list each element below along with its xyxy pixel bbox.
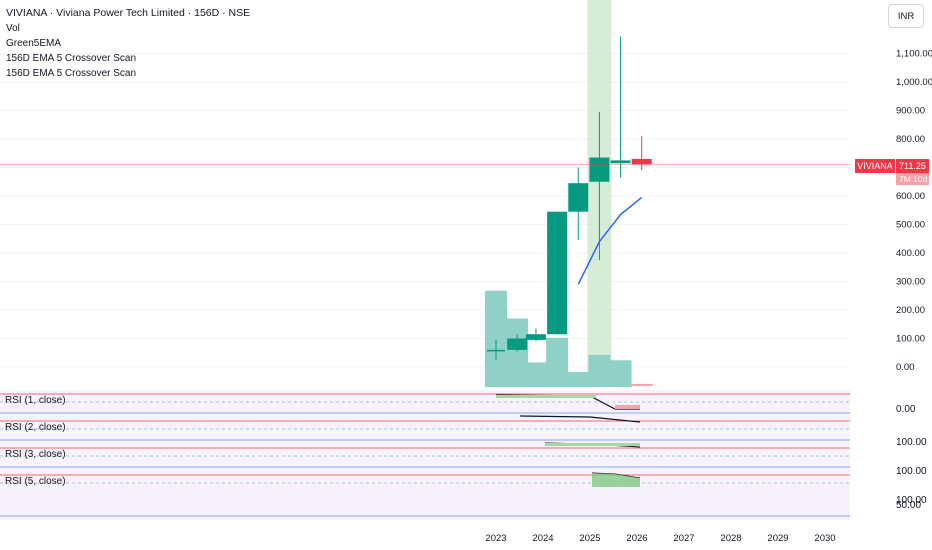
candle-body bbox=[525, 334, 546, 340]
candle-body bbox=[487, 349, 505, 352]
rsi-5-label[interactable]: RSI (5, close) bbox=[5, 476, 66, 487]
rsi-5-fill bbox=[592, 473, 640, 487]
price-axis-tick: 100.00 bbox=[896, 334, 925, 345]
rsi-1-fill bbox=[496, 395, 596, 398]
candle-body bbox=[507, 338, 528, 350]
rsi-2-label[interactable]: RSI (2, close) bbox=[5, 422, 66, 433]
price-axis-tick: 400.00 bbox=[896, 248, 925, 259]
volume-series bbox=[485, 290, 653, 387]
candle-body bbox=[610, 160, 631, 164]
last-price-tag: 711.25 bbox=[896, 159, 929, 173]
rsi-1-label[interactable]: RSI (1, close) bbox=[5, 395, 66, 406]
symbol-price-tag: VIVIANA bbox=[855, 159, 895, 173]
price-axis-tick: 600.00 bbox=[896, 191, 925, 202]
indicator-ema-scan-1[interactable]: 156D EMA 5 Crossover Scan bbox=[6, 53, 137, 64]
rsi-pane-bg bbox=[0, 444, 850, 471]
time-axis-tick: 2029 bbox=[767, 533, 788, 544]
currency-button[interactable]: INR bbox=[888, 4, 924, 28]
price-axis-tick: 1,000.00 bbox=[896, 77, 932, 88]
candle-body bbox=[547, 211, 568, 335]
bar-countdown-tag: 7M 10d bbox=[896, 173, 929, 185]
rsi-pane-bg bbox=[0, 471, 850, 520]
price-axis-tick: 200.00 bbox=[896, 305, 925, 316]
time-axis-tick: 2028 bbox=[720, 533, 741, 544]
volume-bar bbox=[524, 362, 547, 387]
volume-bar bbox=[567, 372, 590, 387]
ema5-line bbox=[577, 196, 643, 285]
volume-bar bbox=[546, 337, 569, 387]
time-axis-tick: 2027 bbox=[673, 533, 694, 544]
volume-bar bbox=[506, 318, 529, 387]
volume-bar bbox=[485, 290, 507, 387]
rsi-pane-bg bbox=[0, 417, 850, 444]
rsi-1-scale-label: 0.00 bbox=[896, 404, 916, 415]
candle-body bbox=[631, 158, 652, 165]
rsi-2-scale-label: 100.00 bbox=[896, 437, 927, 448]
volume-bar bbox=[588, 354, 611, 387]
time-axis[interactable]: 2023 2024 2025 2026 2027 2028 2029 2030 bbox=[485, 533, 835, 544]
price-axis-tick: 800.00 bbox=[896, 134, 925, 145]
time-axis-tick: 2024 bbox=[532, 533, 553, 544]
grid-lines bbox=[0, 53, 850, 368]
candle-series bbox=[487, 36, 652, 360]
candle-body bbox=[568, 183, 589, 212]
volume-bar bbox=[630, 383, 653, 386]
rsi-3-scale-label: 100.00 bbox=[896, 466, 927, 477]
rsi-3-fill bbox=[545, 443, 640, 446]
rsi-1-fill-down bbox=[615, 405, 640, 409]
time-axis-tick: 2023 bbox=[485, 533, 506, 544]
volume-bar bbox=[609, 360, 632, 387]
time-axis-tick: 2030 bbox=[814, 533, 835, 544]
rsi-3-label[interactable]: RSI (3, close) bbox=[5, 449, 66, 460]
time-axis-tick: 2026 bbox=[626, 533, 647, 544]
symbol-title[interactable]: VIVIANA · Viviana Power Tech Limited · 1… bbox=[6, 7, 251, 19]
indicator-vol[interactable]: Vol bbox=[6, 23, 20, 34]
price-axis-tick: 500.00 bbox=[896, 220, 925, 231]
price-axis-tick: 1,100.00 bbox=[896, 49, 932, 60]
time-axis-tick: 2025 bbox=[579, 533, 600, 544]
chart-legend: VIVIANA · Viviana Power Tech Limited · 1… bbox=[6, 6, 250, 81]
rsi-panes bbox=[0, 390, 850, 520]
rsi-5-scale-label-2: 50.00 bbox=[896, 500, 922, 511]
price-axis-tick: 300.00 bbox=[896, 277, 925, 288]
candle-body bbox=[589, 157, 610, 182]
indicator-ema-scan-2[interactable]: 156D EMA 5 Crossover Scan bbox=[6, 68, 137, 79]
indicator-green5ema[interactable]: Green5EMA bbox=[6, 38, 62, 49]
price-axis-tick: 0.00 bbox=[896, 362, 915, 373]
rsi-5-scale-label: 100.00 bbox=[896, 495, 927, 506]
price-axis[interactable]: 1,100.00 1,000.00 900.00 800.00 600.00 500.00… bbox=[896, 49, 932, 374]
rsi-pane-bg bbox=[0, 390, 850, 417]
rsi-2-line bbox=[519, 415, 641, 423]
price-axis-tick: 900.00 bbox=[896, 106, 925, 117]
